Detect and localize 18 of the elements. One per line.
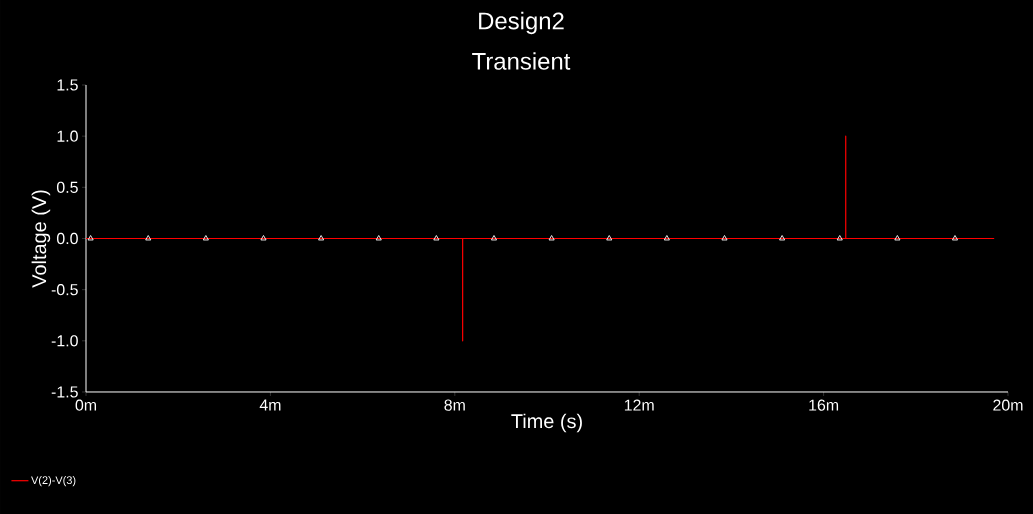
x-tick-label: 8m: [444, 399, 465, 411]
y-tick-label: -0.5: [51, 284, 78, 296]
legend-label: V(2)-V(3): [31, 475, 76, 487]
x-tick-label: 4m: [259, 399, 281, 411]
chart-title: Design2: [479, 11, 564, 35]
y-tick-label: 1.5: [57, 79, 78, 91]
x-tick-label: 0m: [75, 399, 97, 411]
y-axis-title: Voltage (V): [31, 190, 51, 288]
x-axis-title: Time (s): [511, 413, 582, 433]
x-tick-label: 20m: [993, 399, 1023, 411]
y-tick-label: 0.5: [56, 181, 78, 193]
y-tick-label: 0.0: [56, 232, 78, 245]
y-tick-label: -1.5: [51, 386, 78, 398]
x-tick-label: 16m: [809, 399, 839, 411]
x-tick-label: 12m: [624, 399, 654, 411]
chart-subtitle: Transient: [472, 52, 571, 70]
y-tick-label: -1.0: [51, 335, 78, 347]
y-tick-label: 1.0: [57, 130, 78, 142]
